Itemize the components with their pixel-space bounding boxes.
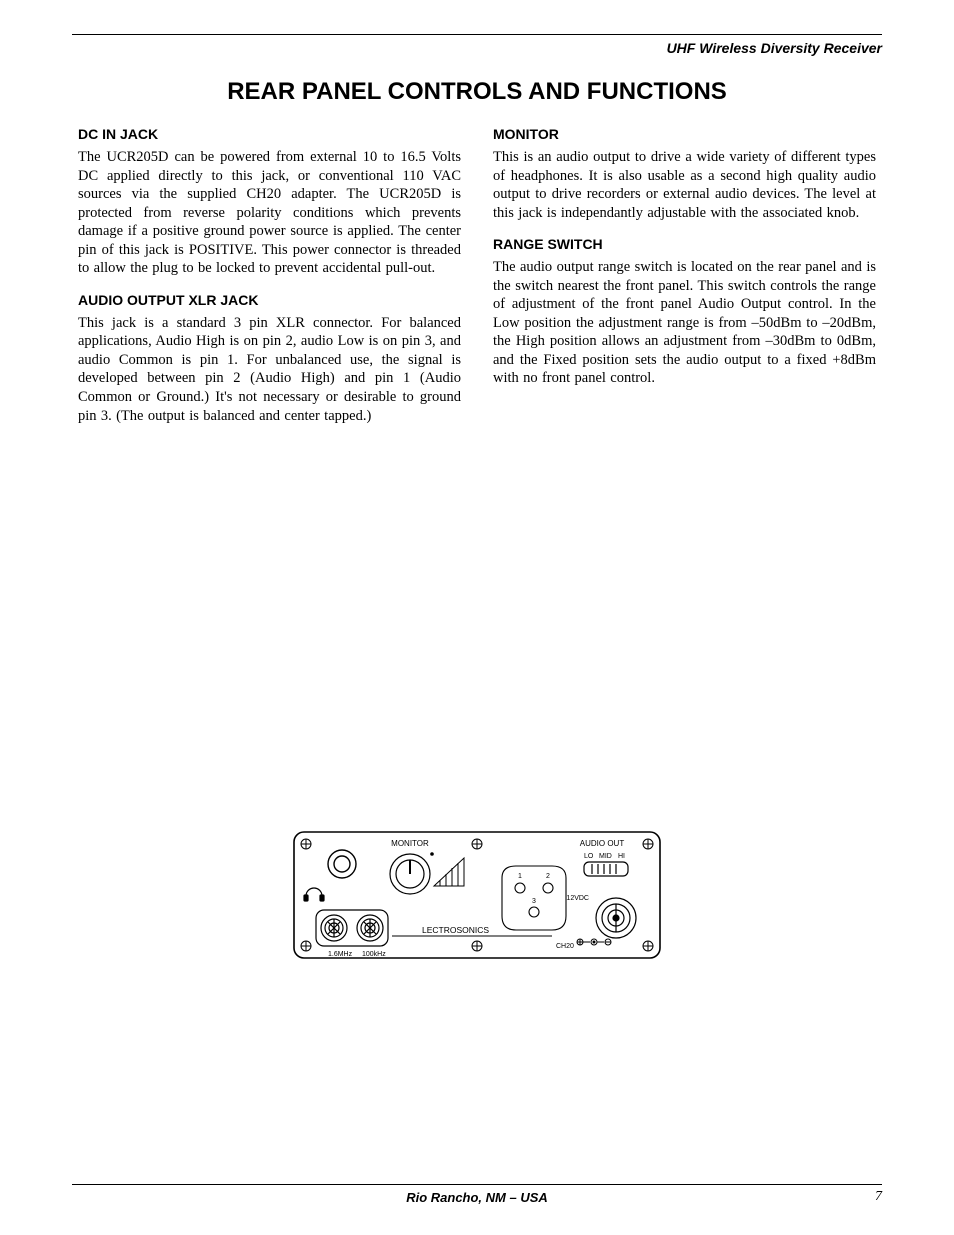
body-columns: DC IN JACK The UCR205D can be powered fr… <box>78 126 876 425</box>
label-brand: LECTROSONICS <box>422 925 489 935</box>
label-freq2: 100kHz <box>362 951 386 958</box>
label-pin3: 3 <box>532 898 536 905</box>
label-mid: MID <box>599 853 612 860</box>
section-body: This jack is a standard 3 pin XLR connec… <box>78 314 461 425</box>
section-body: This is an audio output to drive a wide … <box>493 148 876 222</box>
page: UHF Wireless Diversity Receiver REAR PAN… <box>0 0 954 1235</box>
left-column: DC IN JACK The UCR205D can be powered fr… <box>78 126 461 425</box>
footer-rule <box>72 1184 882 1185</box>
section-heading: MONITOR <box>493 126 876 142</box>
footer-location: Rio Rancho, NM – USA <box>0 1190 954 1205</box>
header-right: UHF Wireless Diversity Receiver <box>667 40 882 56</box>
label-freq1: 1.6MHz <box>328 951 353 958</box>
section-body: The audio output range switch is located… <box>493 258 876 388</box>
rear-panel-diagram-wrap: MONITOR <box>0 830 954 960</box>
label-pin1: 1 <box>518 873 522 880</box>
section-heading: AUDIO OUTPUT XLR JACK <box>78 292 461 308</box>
rear-panel-diagram: MONITOR <box>292 830 662 960</box>
right-column: MONITOR This is an audio output to drive… <box>493 126 876 425</box>
label-ch20: CH20 <box>556 943 574 950</box>
label-audio-out: AUDIO OUT <box>580 839 625 848</box>
page-title: REAR PANEL CONTROLS AND FUNCTIONS <box>72 78 882 106</box>
label-lo: LO <box>584 853 594 860</box>
section-heading: DC IN JACK <box>78 126 461 142</box>
page-number: 7 <box>875 1189 882 1205</box>
label-hi: HI <box>618 853 625 860</box>
section-body: The UCR205D can be powered from external… <box>78 148 461 278</box>
header-rule <box>72 34 882 35</box>
label-pin2: 2 <box>546 873 550 880</box>
label-monitor: MONITOR <box>391 839 429 848</box>
label-12vdc: 12VDC <box>566 895 589 902</box>
section-heading: RANGE SWITCH <box>493 236 876 252</box>
